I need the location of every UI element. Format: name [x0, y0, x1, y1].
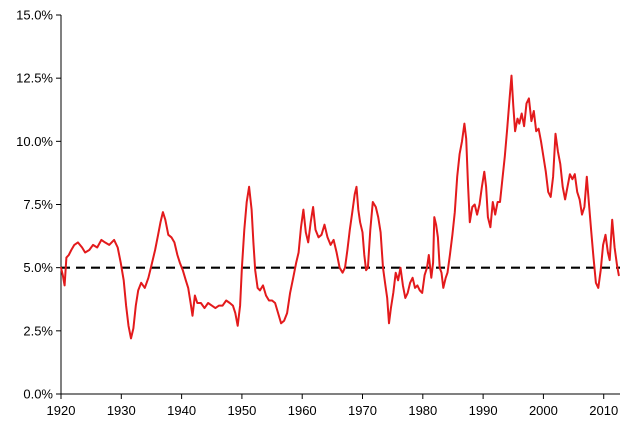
y-tick-label: 2.5% [23, 323, 53, 338]
x-tick-label: 2010 [589, 403, 618, 418]
series-layer [60, 74, 620, 340]
series-line [60, 74, 620, 340]
x-tick-label: 1990 [469, 403, 498, 418]
y-tick-label: 12.5% [16, 71, 53, 86]
x-tick-label: 1940 [167, 403, 196, 418]
y-tick-label: 7.5% [23, 197, 53, 212]
y-tick-label: 0.0% [23, 387, 53, 402]
x-tick-label: 2000 [529, 403, 558, 418]
x-tick-label: 1980 [408, 403, 437, 418]
x-tick-label: 1970 [348, 403, 377, 418]
chart-axes [60, 15, 620, 395]
x-tick-label: 1930 [107, 403, 136, 418]
x-tick-label: 1950 [227, 403, 256, 418]
y-axis-ticks: 0.0% 2.5% 5.0% 7.5% 10.0% 12.5% 15.0% [16, 8, 61, 402]
x-axis-ticks: 1920 1930 1940 1950 1960 1970 1980 1990 2000 2010 [47, 394, 618, 418]
y-tick-label: 10.0% [16, 134, 53, 149]
x-tick-label: 1960 [288, 403, 317, 418]
x-tick-label: 1920 [47, 403, 76, 418]
y-tick-label: 15.0% [16, 8, 53, 23]
y-tick-label: 5.0% [23, 260, 53, 275]
